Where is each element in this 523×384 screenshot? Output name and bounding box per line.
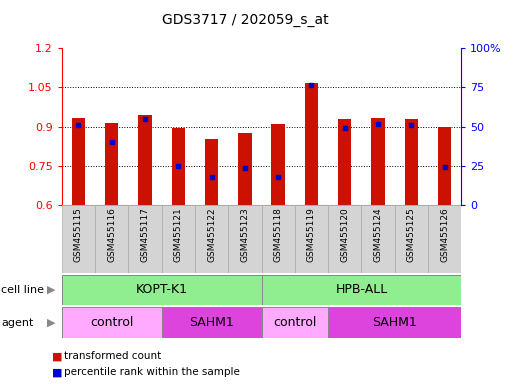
Text: GSM455123: GSM455123 — [241, 207, 249, 262]
Text: cell line: cell line — [1, 285, 44, 295]
Bar — [62, 205, 95, 273]
Bar — [195, 205, 228, 273]
Bar — [295, 205, 328, 273]
Text: GSM455126: GSM455126 — [440, 207, 449, 262]
Bar — [405, 119, 418, 205]
Bar — [238, 133, 252, 205]
Bar — [428, 205, 461, 273]
Text: GSM455116: GSM455116 — [107, 207, 116, 262]
Text: SAHM1: SAHM1 — [189, 316, 234, 329]
Text: GSM455118: GSM455118 — [274, 207, 282, 262]
Text: HPB-ALL: HPB-ALL — [335, 283, 388, 296]
Bar — [328, 307, 461, 338]
Bar — [328, 205, 361, 273]
Text: GSM455125: GSM455125 — [407, 207, 416, 262]
Text: GSM455119: GSM455119 — [307, 207, 316, 262]
Text: ■: ■ — [52, 351, 63, 361]
Bar — [172, 128, 185, 205]
Bar — [262, 205, 295, 273]
Bar — [138, 115, 152, 205]
Bar — [72, 118, 85, 205]
Text: percentile rank within the sample: percentile rank within the sample — [64, 367, 240, 377]
Text: KOPT-K1: KOPT-K1 — [135, 283, 188, 296]
Text: ■: ■ — [52, 367, 63, 377]
Text: control: control — [273, 316, 316, 329]
Bar — [361, 205, 395, 273]
Bar — [205, 139, 218, 205]
Text: GSM455117: GSM455117 — [141, 207, 150, 262]
Bar — [395, 205, 428, 273]
Text: GSM455124: GSM455124 — [373, 207, 382, 262]
Bar — [271, 124, 285, 205]
Bar — [62, 307, 162, 338]
Text: GSM455115: GSM455115 — [74, 207, 83, 262]
Bar — [62, 275, 262, 305]
Text: GDS3717 / 202059_s_at: GDS3717 / 202059_s_at — [163, 13, 329, 27]
Text: control: control — [90, 316, 133, 329]
Bar — [162, 205, 195, 273]
Bar — [105, 123, 118, 205]
Text: agent: agent — [1, 318, 33, 328]
Bar — [95, 205, 128, 273]
Bar — [162, 307, 262, 338]
Text: SAHM1: SAHM1 — [372, 316, 417, 329]
Bar — [305, 83, 318, 205]
Text: GSM455122: GSM455122 — [207, 207, 216, 262]
Text: GSM455120: GSM455120 — [340, 207, 349, 262]
Bar — [128, 205, 162, 273]
Bar — [371, 118, 385, 205]
Text: transformed count: transformed count — [64, 351, 161, 361]
Bar — [228, 205, 262, 273]
Bar — [262, 307, 328, 338]
Text: ▶: ▶ — [47, 285, 55, 295]
Bar — [262, 275, 461, 305]
Bar — [438, 127, 451, 205]
Bar — [338, 119, 351, 205]
Text: GSM455121: GSM455121 — [174, 207, 183, 262]
Text: ▶: ▶ — [47, 318, 55, 328]
